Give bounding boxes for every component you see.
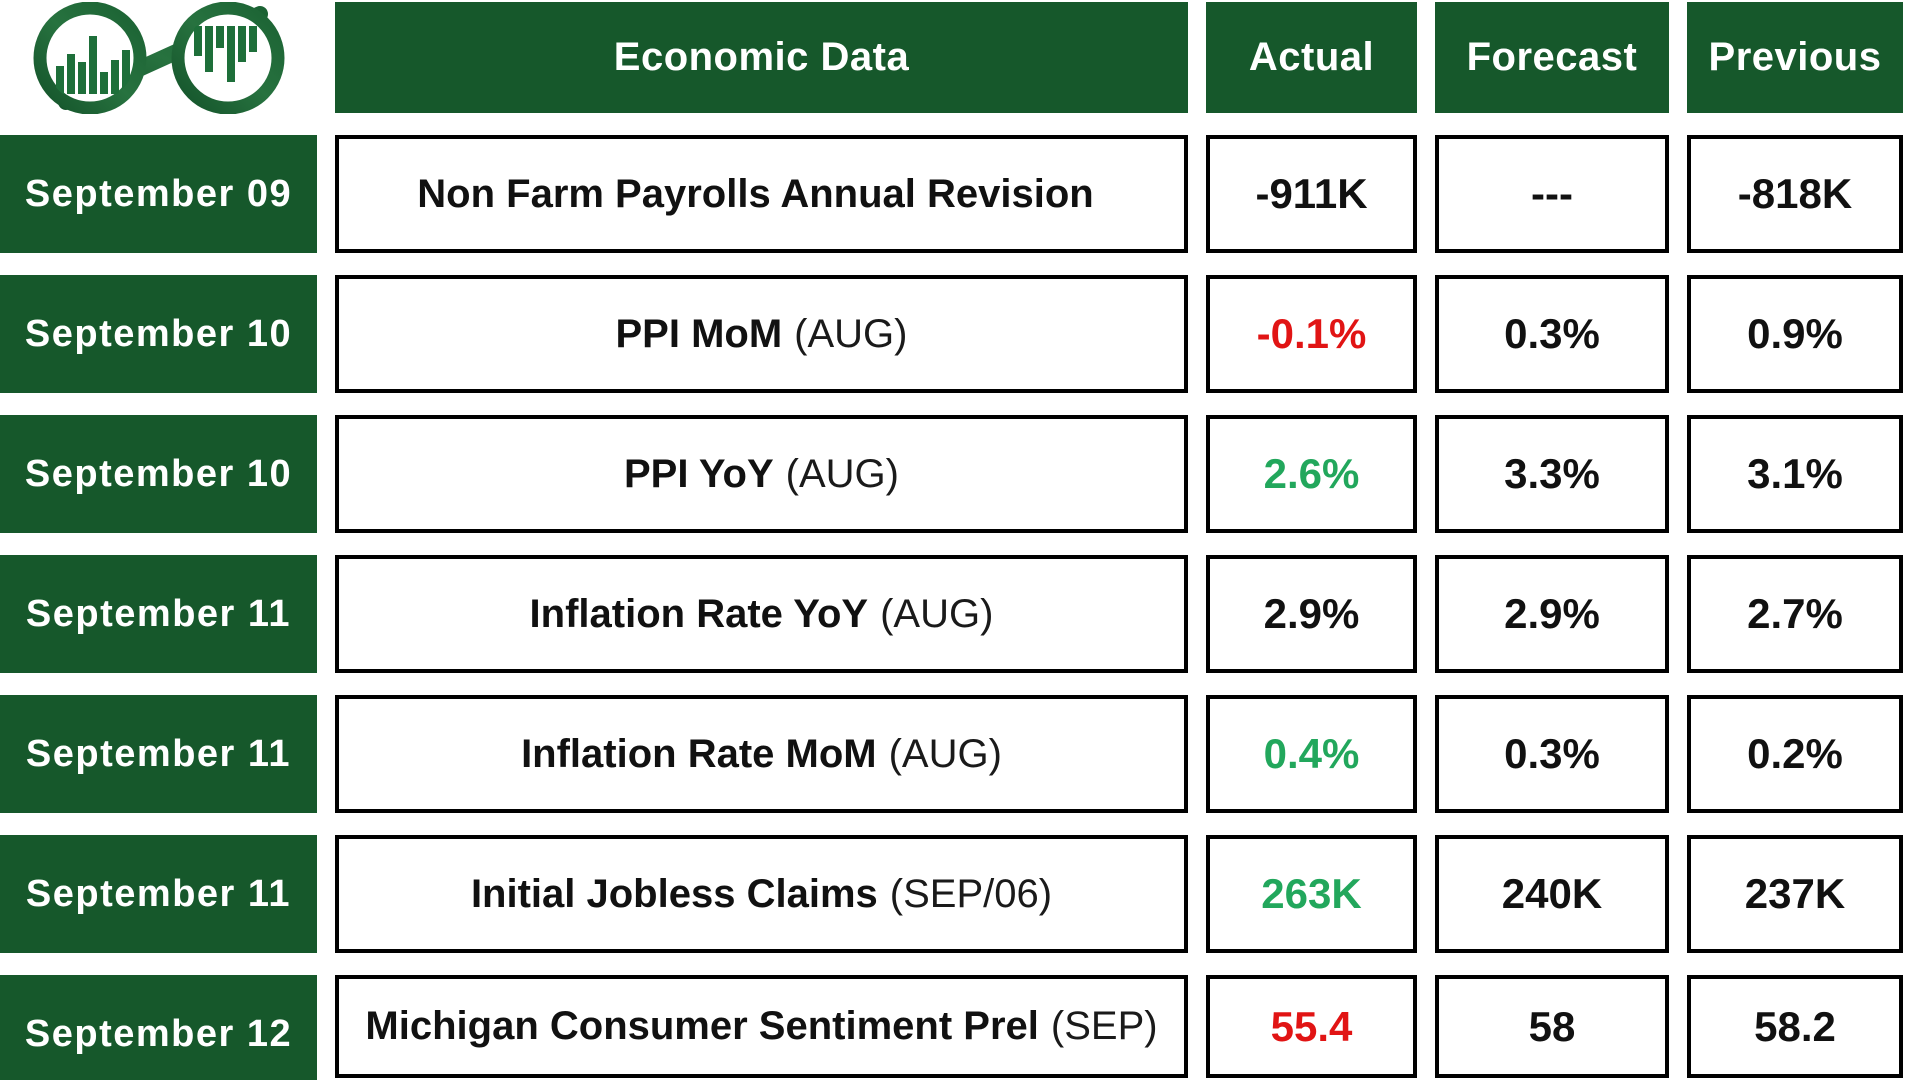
actual-value-cell: 2.6% xyxy=(1206,415,1417,533)
actual-value-cell: 55.4 xyxy=(1206,975,1417,1078)
previous-value-cell: 58.2 xyxy=(1687,975,1903,1078)
event-period: (AUG) xyxy=(888,731,1002,776)
date-cell: September 10 xyxy=(0,275,317,393)
event-name: Inflation Rate MoM xyxy=(521,731,877,776)
event-name: Initial Jobless Claims xyxy=(470,871,878,916)
event-period: (AUG) xyxy=(785,451,899,496)
actual-value-cell: 263K xyxy=(1206,835,1417,953)
previous-value-cell: 237K xyxy=(1687,835,1903,953)
event-name: PPI YoY xyxy=(623,451,774,496)
column-header-economic-data: Economic Data xyxy=(335,2,1188,113)
forecast-value-cell: 0.3% xyxy=(1435,695,1669,813)
infinity-bar-chart-logo-icon xyxy=(33,1,284,114)
event-cell: Michigan Consumer Sentiment Prel (SEP) xyxy=(335,975,1188,1078)
event-period: (SEP) xyxy=(1050,1004,1158,1048)
previous-value-cell: 0.2% xyxy=(1687,695,1903,813)
forecast-value-cell: 2.9% xyxy=(1435,555,1669,673)
actual-value-cell: 0.4% xyxy=(1206,695,1417,813)
date-cell: September 11 xyxy=(0,555,317,673)
event-name: Michigan Consumer Sentiment Prel xyxy=(365,1004,1039,1048)
previous-value-cell: -818K xyxy=(1687,135,1903,253)
column-header-forecast: Forecast xyxy=(1435,2,1669,113)
column-header-actual: Actual xyxy=(1206,2,1417,113)
previous-value-cell: 3.1% xyxy=(1687,415,1903,533)
date-cell: September 11 xyxy=(0,835,317,953)
event-name: Non Farm Payrolls Annual Revision xyxy=(417,171,1094,216)
event-period: (AUG) xyxy=(880,591,994,636)
event-period: (SEP/06) xyxy=(889,871,1053,916)
date-cell: September 12 xyxy=(0,975,317,1080)
actual-value-cell: -0.1% xyxy=(1206,275,1417,393)
event-cell: Non Farm Payrolls Annual Revision xyxy=(335,135,1188,253)
event-cell: Inflation Rate MoM (AUG) xyxy=(335,695,1188,813)
column-header-previous: Previous xyxy=(1687,2,1903,113)
event-cell: Inflation Rate YoY (AUG) xyxy=(335,555,1188,673)
event-period: (AUG) xyxy=(794,311,908,356)
forecast-value-cell: 58 xyxy=(1435,975,1669,1078)
brand-logo xyxy=(0,1,317,114)
forecast-value-cell: 0.3% xyxy=(1435,275,1669,393)
event-cell: PPI YoY (AUG) xyxy=(335,415,1188,533)
previous-value-cell: 0.9% xyxy=(1687,275,1903,393)
forecast-value-cell: --- xyxy=(1435,135,1669,253)
date-cell: September 10 xyxy=(0,415,317,533)
forecast-value-cell: 240K xyxy=(1435,835,1669,953)
actual-value-cell: -911K xyxy=(1206,135,1417,253)
event-cell: Initial Jobless Claims (SEP/06) xyxy=(335,835,1188,953)
date-cell: September 11 xyxy=(0,695,317,813)
date-cell: September 09 xyxy=(0,135,317,253)
actual-value-cell: 2.9% xyxy=(1206,555,1417,673)
forecast-value-cell: 3.3% xyxy=(1435,415,1669,533)
event-name: PPI MoM xyxy=(615,311,783,356)
event-name: Inflation Rate YoY xyxy=(529,591,869,636)
previous-value-cell: 2.7% xyxy=(1687,555,1903,673)
event-cell: PPI MoM (AUG) xyxy=(335,275,1188,393)
